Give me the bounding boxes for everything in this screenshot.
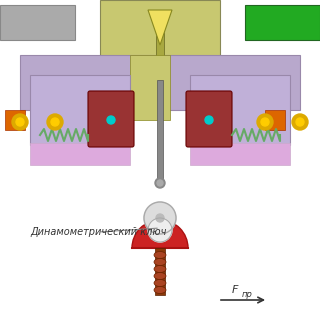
FancyBboxPatch shape	[88, 91, 134, 147]
Ellipse shape	[154, 280, 166, 286]
Circle shape	[51, 118, 59, 126]
Circle shape	[12, 114, 28, 130]
Ellipse shape	[154, 259, 166, 266]
Circle shape	[47, 114, 63, 130]
Circle shape	[16, 118, 24, 126]
Bar	[100, 0, 220, 85]
Circle shape	[157, 180, 163, 186]
Circle shape	[156, 214, 164, 222]
Bar	[130, 55, 170, 120]
Circle shape	[155, 178, 165, 188]
Bar	[190, 75, 290, 145]
Circle shape	[257, 114, 273, 130]
Circle shape	[107, 116, 115, 124]
Bar	[265, 110, 285, 130]
Bar	[30, 75, 130, 145]
Ellipse shape	[154, 266, 166, 272]
Text: Динамометрический ключ: Динамометрический ключ	[30, 227, 166, 237]
Text: пр: пр	[242, 290, 253, 299]
Bar	[20, 55, 300, 110]
Bar	[30, 143, 130, 165]
Circle shape	[292, 114, 308, 130]
Circle shape	[144, 202, 176, 234]
FancyBboxPatch shape	[186, 91, 232, 147]
Bar	[190, 143, 290, 165]
Ellipse shape	[154, 286, 166, 294]
Bar	[245, 5, 320, 40]
Polygon shape	[148, 10, 172, 45]
Ellipse shape	[154, 272, 166, 280]
Bar	[5, 110, 25, 130]
Circle shape	[296, 118, 304, 126]
Bar	[156, 10, 164, 85]
Ellipse shape	[154, 251, 166, 259]
Circle shape	[205, 116, 213, 124]
Text: F: F	[232, 285, 238, 295]
Circle shape	[148, 218, 172, 242]
Wedge shape	[132, 220, 188, 248]
Bar	[157, 80, 163, 180]
Circle shape	[261, 118, 269, 126]
Bar	[0, 5, 75, 40]
Bar	[155, 248, 165, 295]
